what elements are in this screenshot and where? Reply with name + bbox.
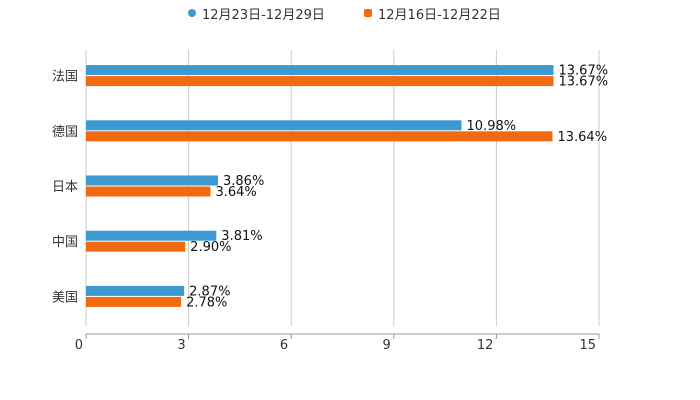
category-label-5: 美国 xyxy=(52,290,78,305)
data-label-series-2-2: 13.64% xyxy=(557,130,607,145)
bar-series-1-1 xyxy=(86,65,554,76)
bar-series-1-3 xyxy=(86,175,219,186)
category-label-3: 日本 xyxy=(52,180,78,195)
x-tick-label-12: 12 xyxy=(477,338,494,353)
category-label-2: 德国 xyxy=(52,125,78,140)
data-label-series-2-3: 3.64% xyxy=(215,185,256,200)
x-tick-label-15: 15 xyxy=(579,338,596,353)
x-tick-label-6: 6 xyxy=(280,338,288,353)
chart-legend: 12月23日-12月29日 12月16日-12月22日 xyxy=(0,4,700,23)
legend-marker-series-1 xyxy=(188,9,196,17)
category-label-4: 中国 xyxy=(52,235,78,250)
legend-item-series-1[interactable]: 12月23日-12月29日 xyxy=(188,4,325,23)
data-label-series-2-5: 2.78% xyxy=(186,295,227,310)
category-label-1: 法国 xyxy=(52,70,78,85)
bar-series-2-1 xyxy=(86,76,554,87)
bar-series-2-3 xyxy=(86,186,211,197)
bar-series-2-2 xyxy=(86,131,553,142)
data-label-series-1-5: 2.87% xyxy=(189,284,230,299)
x-tick-label-3: 3 xyxy=(177,338,185,353)
data-label-series-1-4: 3.81% xyxy=(221,229,262,244)
legend-marker-series-2 xyxy=(364,9,372,17)
bar-series-1-5 xyxy=(86,285,185,296)
data-label-series-2-1: 13.67% xyxy=(559,75,609,90)
data-label-series-1-1: 13.67% xyxy=(559,64,609,79)
data-label-series-1-3: 3.86% xyxy=(223,174,264,189)
legend-label-series-1: 12月23日-12月29日 xyxy=(202,7,325,23)
bar-series-2-5 xyxy=(86,296,182,307)
bar-series-1-2 xyxy=(86,120,462,131)
legend-label-series-2: 12月16日-12月22日 xyxy=(378,7,501,23)
bar-series-2-4 xyxy=(86,241,186,252)
x-tick-label-9: 9 xyxy=(383,338,391,353)
x-tick-label-0: 0 xyxy=(75,338,83,353)
bar-series-1-4 xyxy=(86,230,217,241)
data-label-series-1-2: 10.98% xyxy=(467,119,517,134)
legend-item-series-2[interactable]: 12月16日-12月22日 xyxy=(364,4,501,23)
data-label-series-2-4: 2.90% xyxy=(190,240,231,255)
